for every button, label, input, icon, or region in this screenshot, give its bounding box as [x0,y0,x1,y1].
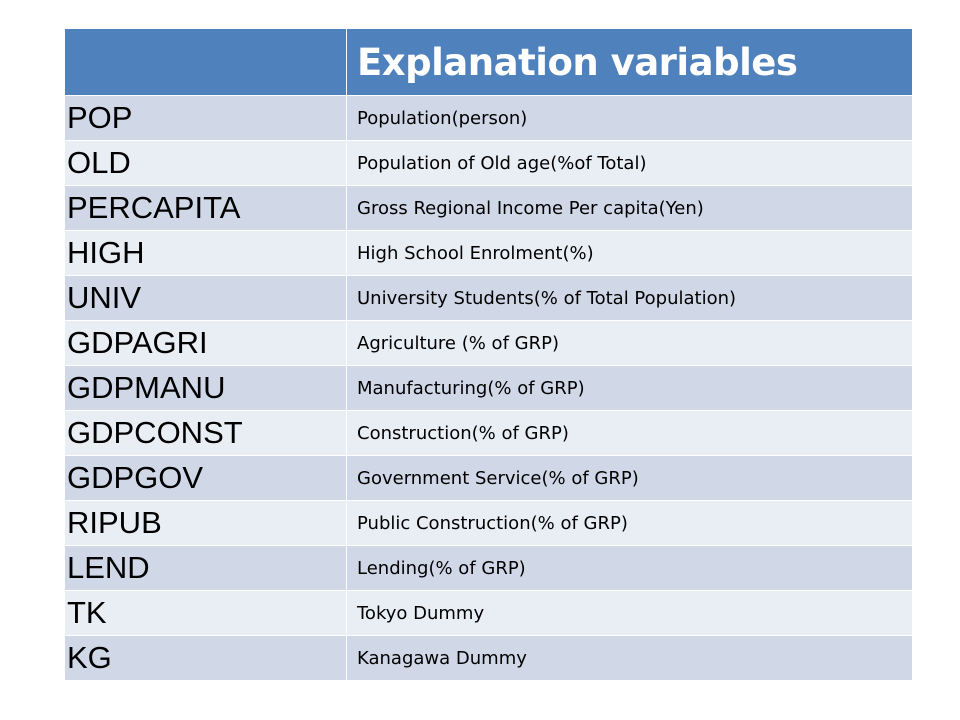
table-row: LEND Lending(% of GRP) [64,545,913,591]
variable-description: Tokyo Dummy [346,590,913,636]
header-title: Explanation variables [346,28,913,96]
table-row: KG Kanagawa Dummy [64,635,913,681]
variable-description: Population(person) [346,95,913,141]
variable-description: Public Construction(% of GRP) [346,500,913,546]
variable-description: University Students(% of Total Populatio… [346,275,913,321]
variable-description: Lending(% of GRP) [346,545,913,591]
variable-code: HIGH [64,230,347,276]
variable-code: GDPCONST [64,410,347,456]
table-row: GDPMANU Manufacturing(% of GRP) [64,365,913,411]
table-row: UNIV University Students(% of Total Popu… [64,275,913,321]
variable-description: Kanagawa Dummy [346,635,913,681]
variable-code: RIPUB [64,500,347,546]
variable-description: Gross Regional Income Per capita(Yen) [346,185,913,231]
variable-code: LEND [64,545,347,591]
table-row: TK Tokyo Dummy [64,590,913,636]
table-header: Explanation variables [64,28,913,96]
variable-code: KG [64,635,347,681]
table-body: POP Population(person) OLD Population of… [64,95,913,681]
table-row: GDPCONST Construction(% of GRP) [64,410,913,456]
variable-code: TK [64,590,347,636]
variable-code: GDPAGRI [64,320,347,366]
header-cell-empty [64,28,347,96]
table-row: OLD Population of Old age(%of Total) [64,140,913,186]
table-row: PERCAPITA Gross Regional Income Per capi… [64,185,913,231]
variable-code: POP [64,95,347,141]
variable-description: High School Enrolment(%) [346,230,913,276]
table-row: RIPUB Public Construction(% of GRP) [64,500,913,546]
variable-code: GDPGOV [64,455,347,501]
variable-description: Government Service(% of GRP) [346,455,913,501]
variables-table: Explanation variables POP Population(per… [64,28,913,681]
variable-code: UNIV [64,275,347,321]
variable-description: Agriculture (% of GRP) [346,320,913,366]
variable-description: Population of Old age(%of Total) [346,140,913,186]
variable-description: Construction(% of GRP) [346,410,913,456]
header-row: Explanation variables [64,28,913,96]
table-row: GDPGOV Government Service(% of GRP) [64,455,913,501]
table-row: HIGH High School Enrolment(%) [64,230,913,276]
table-row: GDPAGRI Agriculture (% of GRP) [64,320,913,366]
table-row: POP Population(person) [64,95,913,141]
variable-code: GDPMANU [64,365,347,411]
variable-code: PERCAPITA [64,185,347,231]
variable-description: Manufacturing(% of GRP) [346,365,913,411]
variable-code: OLD [64,140,347,186]
